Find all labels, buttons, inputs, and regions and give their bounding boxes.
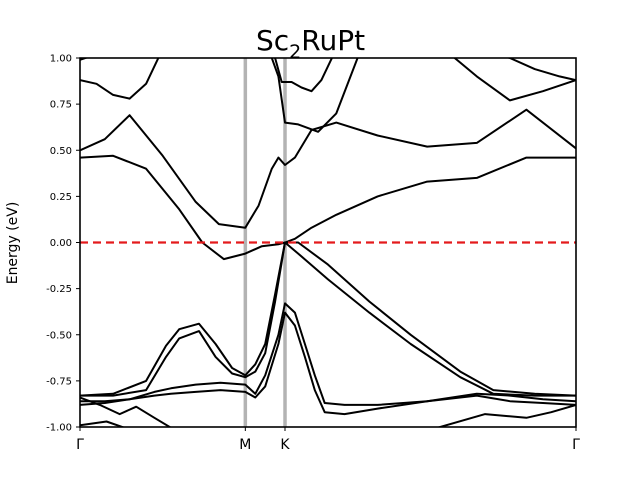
y-tick-label: -0.50 <box>46 330 72 341</box>
y-tick-label: -0.75 <box>46 376 72 387</box>
y-tick-label: -1.00 <box>46 423 72 434</box>
y-tick-label: 0.00 <box>50 238 72 249</box>
band-line-9 <box>80 58 576 133</box>
title-subscript: 2 <box>289 41 301 63</box>
band-line-7 <box>80 154 576 261</box>
title-rest: RuPt <box>301 24 365 57</box>
x-tick-label: M <box>239 437 251 453</box>
band-line-5 <box>80 241 576 397</box>
band-line-6 <box>80 241 576 397</box>
chart-title: Sc2RuPt <box>256 24 365 63</box>
x-tick-label: Γ <box>572 437 580 453</box>
band-line-4 <box>80 302 576 406</box>
x-tick-label: K <box>280 437 290 453</box>
x-tick-label: Γ <box>76 437 84 453</box>
band-lines <box>80 58 576 427</box>
y-tick-label: 0.50 <box>50 146 72 157</box>
y-tick-label: 0.25 <box>50 192 72 203</box>
band-line-10 <box>80 58 576 93</box>
band-line-1 <box>80 420 126 427</box>
y-axis-ticks: -1.00 -0.75 -0.50 -0.25 0.00 0.25 0.50 0.75 1.00 <box>46 54 80 434</box>
y-tick-label: 0.75 <box>50 100 72 111</box>
y-tick-label: 1.00 <box>50 54 72 65</box>
title-main: Sc <box>256 24 289 57</box>
band-line-8 <box>80 108 576 229</box>
y-tick-label: -0.25 <box>46 284 72 295</box>
band-line-2 <box>80 396 576 427</box>
y-axis-label: Energy (eV) <box>5 202 21 285</box>
